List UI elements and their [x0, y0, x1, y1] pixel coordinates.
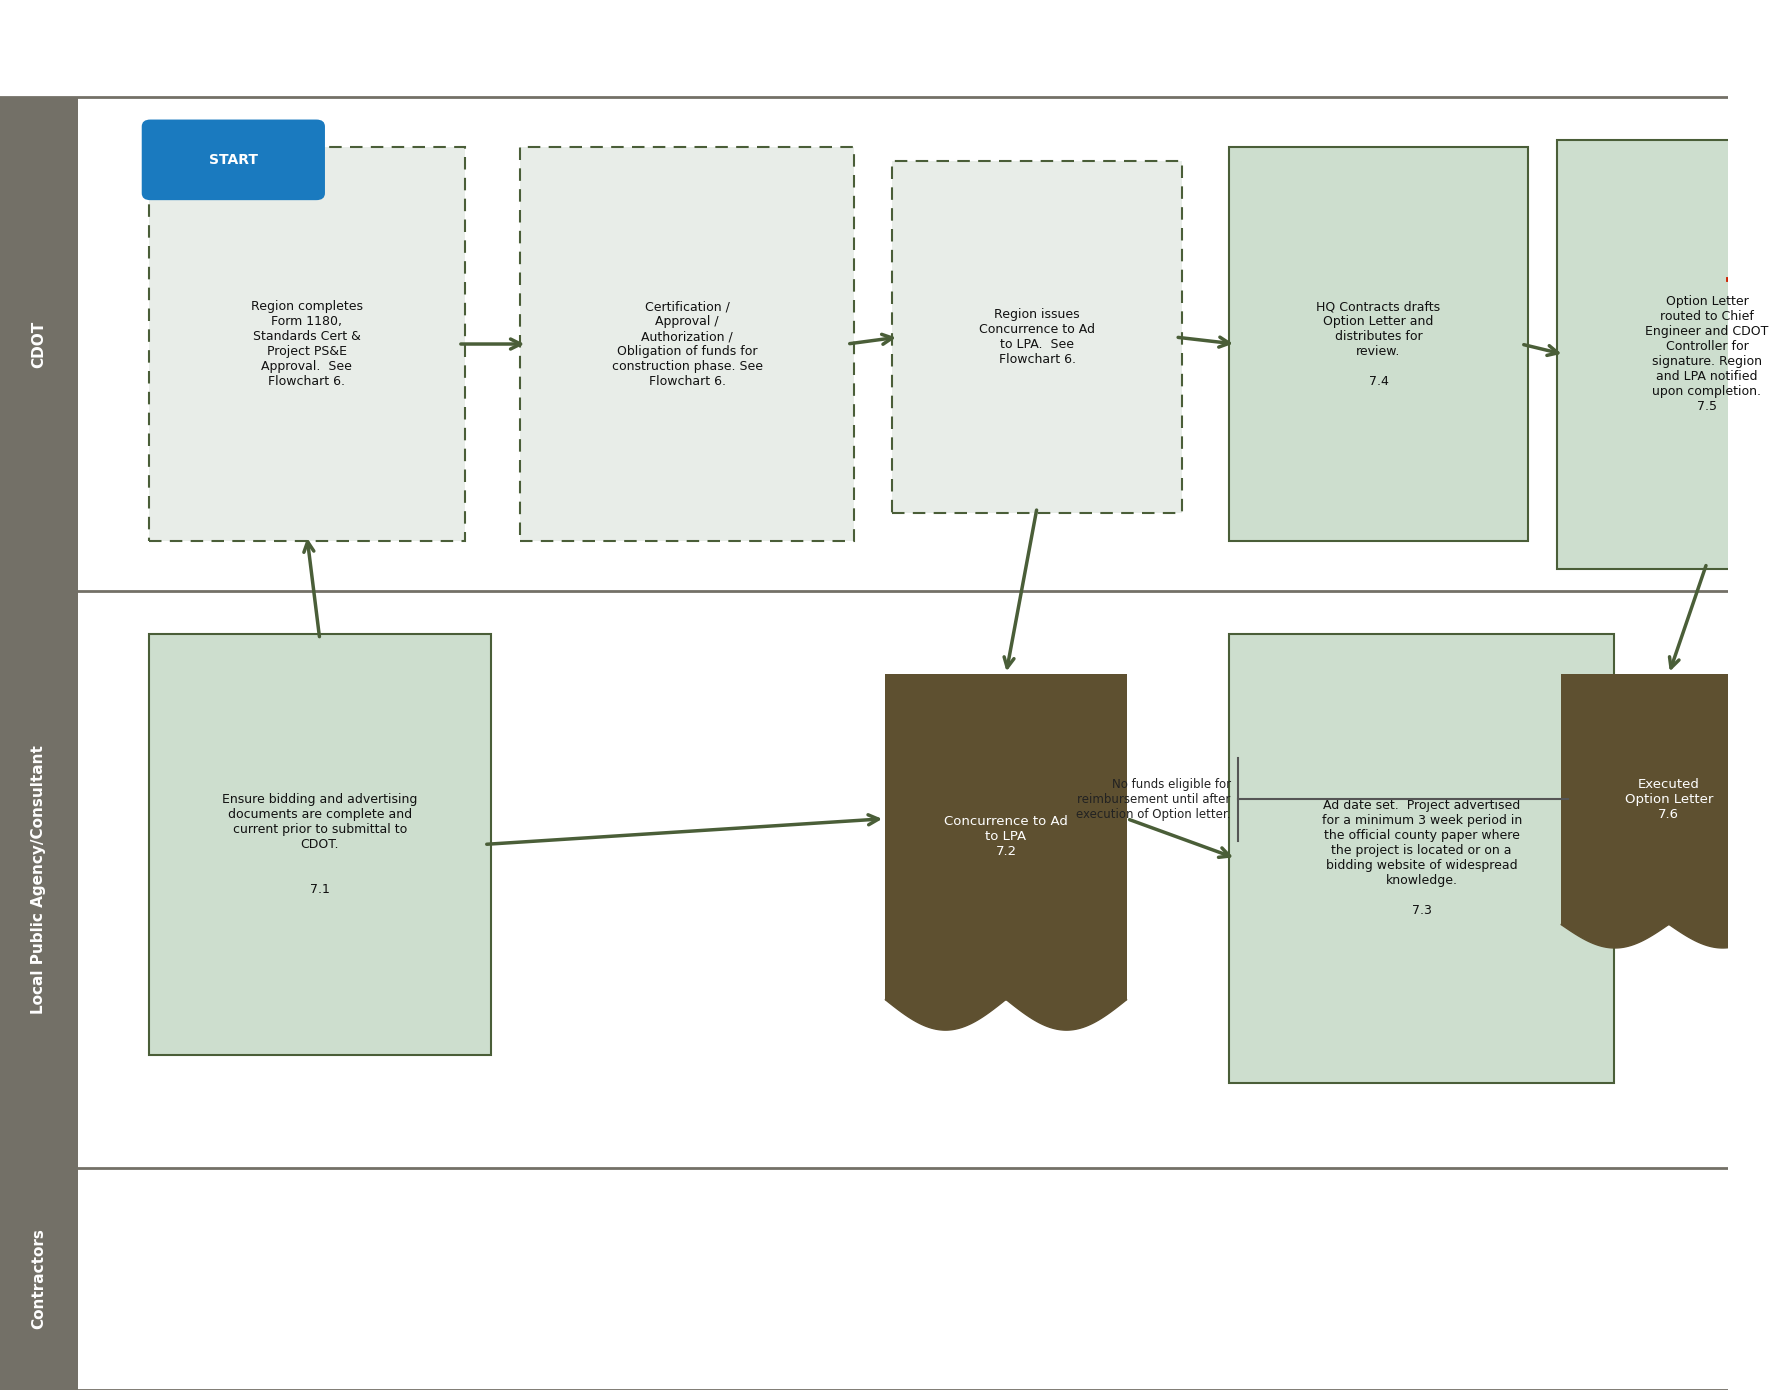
FancyBboxPatch shape — [1557, 140, 1773, 569]
FancyBboxPatch shape — [1560, 674, 1773, 924]
FancyBboxPatch shape — [892, 161, 1183, 513]
Text: Ad date set.  Project advertised
for a minimum 3 week period in
the official cou: Ad date set. Project advertised for a mi… — [1321, 799, 1521, 917]
Text: HQ Contracts drafts
Option Letter and
distributes for
review.

7.4: HQ Contracts drafts Option Letter and di… — [1316, 300, 1440, 388]
Polygon shape — [1560, 924, 1773, 948]
Text: Certification /
Approval /
Authorization /
Obligation of funds for
construction : Certification / Approval / Authorization… — [612, 300, 762, 388]
FancyBboxPatch shape — [1229, 147, 1528, 541]
Text: Contractors: Contractors — [32, 1229, 46, 1329]
Text: Region completes
Form 1180,
Standards Cert &
Project PS&E
Approval.  See
Flowcha: Region completes Form 1180, Standards Ce… — [250, 300, 363, 388]
Text: No funds eligible for
reimbursement until after
execution of Option letter.: No funds eligible for reimbursement unti… — [1076, 778, 1230, 820]
FancyBboxPatch shape — [0, 591, 78, 1168]
FancyBboxPatch shape — [149, 634, 491, 1055]
FancyBboxPatch shape — [142, 120, 324, 200]
Text: CDOT: CDOT — [32, 321, 46, 367]
FancyBboxPatch shape — [885, 674, 1128, 999]
Text: Local Public Agency/Consultant: Local Public Agency/Consultant — [32, 745, 46, 1013]
Text: Option Letter
routed to Chief
Engineer and CDOT
Controller for
signature. Region: Option Letter routed to Chief Engineer a… — [1645, 296, 1769, 413]
FancyBboxPatch shape — [519, 147, 855, 541]
Polygon shape — [885, 999, 1128, 1030]
Text: Ensure bidding and advertising
documents are complete and
current prior to submi: Ensure bidding and advertising documents… — [222, 792, 417, 897]
Text: Concurrence to Ad
to LPA
7.2: Concurrence to Ad to LPA 7.2 — [943, 816, 1067, 858]
FancyBboxPatch shape — [1229, 634, 1615, 1083]
FancyBboxPatch shape — [149, 147, 465, 541]
FancyBboxPatch shape — [0, 1168, 78, 1390]
Text: START: START — [209, 153, 257, 167]
FancyBboxPatch shape — [0, 97, 78, 591]
Text: Executed
Option Letter
7.6: Executed Option Letter 7.6 — [1624, 778, 1713, 820]
Text: Region issues
Concurrence to Ad
to LPA.  See
Flowchart 6.: Region issues Concurrence to Ad to LPA. … — [979, 309, 1096, 366]
